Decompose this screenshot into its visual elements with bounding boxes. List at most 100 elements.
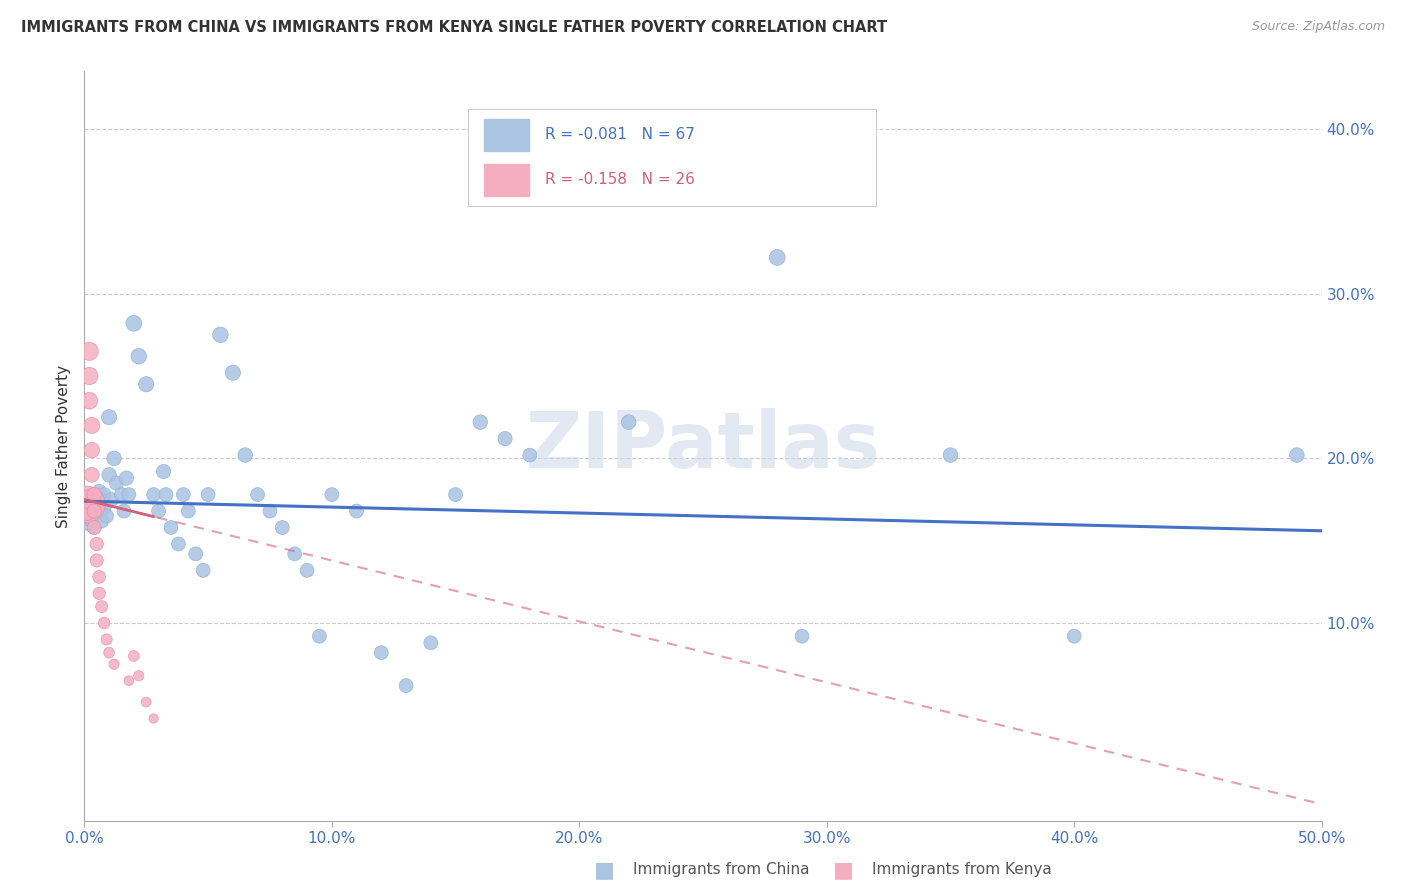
Text: IMMIGRANTS FROM CHINA VS IMMIGRANTS FROM KENYA SINGLE FATHER POVERTY CORRELATION: IMMIGRANTS FROM CHINA VS IMMIGRANTS FROM… [21, 20, 887, 35]
Point [93, 615, 115, 630]
Y-axis label: Single Father Poverty: Single Father Poverty [56, 365, 72, 527]
Point [1285, 448, 1308, 462]
Point [86, 553, 108, 567]
Point [444, 487, 467, 501]
Point [172, 487, 194, 501]
Point [395, 679, 418, 693]
Point [76, 500, 98, 515]
Point [89, 498, 111, 512]
Point [90, 599, 112, 614]
Point [308, 629, 330, 643]
Point [177, 504, 200, 518]
Point [96, 508, 118, 523]
Text: Immigrants from China: Immigrants from China [633, 863, 810, 877]
Point [197, 487, 219, 501]
Point [80, 498, 103, 512]
Point [90, 492, 112, 507]
Point [135, 377, 157, 392]
Point [98, 646, 121, 660]
Point [83, 487, 105, 501]
Point [167, 537, 190, 551]
Point [80, 467, 103, 482]
Point [83, 504, 105, 518]
Point [115, 471, 138, 485]
Point [142, 712, 165, 726]
Point [118, 487, 141, 501]
Point [370, 646, 392, 660]
Text: ■: ■ [834, 860, 853, 880]
Point [86, 504, 108, 518]
Point [939, 448, 962, 462]
Point [83, 520, 105, 534]
Point [76, 492, 98, 507]
Point [184, 547, 207, 561]
Point [80, 487, 103, 501]
Point [103, 657, 125, 672]
Point [470, 415, 492, 429]
Point [76, 508, 98, 523]
Point [103, 451, 125, 466]
Point [86, 492, 108, 507]
Point [112, 504, 135, 518]
Point [98, 410, 121, 425]
Point [617, 415, 640, 429]
Point [80, 443, 103, 458]
Point [89, 586, 111, 600]
Text: Source: ZipAtlas.com: Source: ZipAtlas.com [1251, 20, 1385, 33]
Point [155, 487, 177, 501]
Point [790, 629, 813, 643]
Point [110, 487, 132, 501]
Point [271, 520, 294, 534]
Point [519, 448, 541, 462]
Point [83, 492, 105, 507]
Point [76, 498, 98, 512]
Point [79, 344, 101, 359]
Text: Immigrants from Kenya: Immigrants from Kenya [872, 863, 1052, 877]
Point [259, 504, 281, 518]
Point [135, 695, 157, 709]
Point [419, 636, 441, 650]
Text: ■: ■ [595, 860, 614, 880]
Point [222, 366, 245, 380]
Point [105, 476, 128, 491]
Text: ZIPatlas: ZIPatlas [526, 408, 880, 484]
Point [122, 316, 145, 330]
Point [494, 432, 516, 446]
Point [83, 520, 105, 534]
Point [80, 514, 103, 528]
Point [284, 547, 307, 561]
Point [80, 418, 103, 433]
Point [142, 487, 165, 501]
Point [233, 448, 256, 462]
Point [90, 514, 112, 528]
Point [86, 537, 108, 551]
Point [766, 251, 789, 265]
Point [118, 673, 141, 688]
Point [79, 393, 101, 408]
Point [79, 369, 101, 384]
Point [93, 500, 115, 515]
Point [79, 504, 101, 518]
Point [321, 487, 343, 501]
Point [100, 492, 122, 507]
Point [89, 570, 111, 584]
Point [96, 632, 118, 647]
Point [160, 520, 183, 534]
Point [209, 327, 232, 342]
Point [98, 467, 121, 482]
Point [295, 563, 318, 577]
Point [128, 349, 150, 363]
Point [1063, 629, 1085, 643]
Point [93, 487, 115, 501]
Point [76, 504, 98, 518]
Point [152, 465, 174, 479]
Point [148, 504, 170, 518]
Point [79, 517, 101, 532]
Point [79, 492, 101, 507]
Point [346, 504, 368, 518]
Point [83, 500, 105, 515]
Point [191, 563, 214, 577]
Point [89, 484, 111, 499]
Point [128, 669, 150, 683]
Point [246, 487, 269, 501]
